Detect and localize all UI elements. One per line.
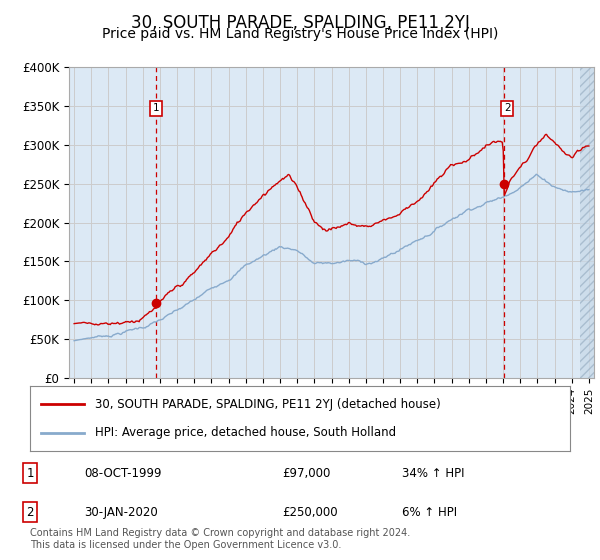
Text: £97,000: £97,000 — [282, 466, 331, 480]
Text: 30, SOUTH PARADE, SPALDING, PE11 2YJ (detached house): 30, SOUTH PARADE, SPALDING, PE11 2YJ (de… — [95, 398, 440, 411]
Text: 1: 1 — [26, 466, 34, 480]
Text: 2: 2 — [26, 506, 34, 519]
Text: £250,000: £250,000 — [282, 506, 338, 519]
Text: 6% ↑ HPI: 6% ↑ HPI — [402, 506, 457, 519]
Text: 08-OCT-1999: 08-OCT-1999 — [84, 466, 161, 480]
Text: Price paid vs. HM Land Registry's House Price Index (HPI): Price paid vs. HM Land Registry's House … — [102, 27, 498, 41]
Text: Contains HM Land Registry data © Crown copyright and database right 2024.
This d: Contains HM Land Registry data © Crown c… — [30, 528, 410, 550]
Text: 2: 2 — [504, 104, 511, 113]
Text: HPI: Average price, detached house, South Holland: HPI: Average price, detached house, Sout… — [95, 426, 396, 439]
Text: 30-JAN-2020: 30-JAN-2020 — [84, 506, 158, 519]
Text: 34% ↑ HPI: 34% ↑ HPI — [402, 466, 464, 480]
Text: 30, SOUTH PARADE, SPALDING, PE11 2YJ: 30, SOUTH PARADE, SPALDING, PE11 2YJ — [131, 14, 469, 32]
Text: 1: 1 — [152, 104, 159, 113]
